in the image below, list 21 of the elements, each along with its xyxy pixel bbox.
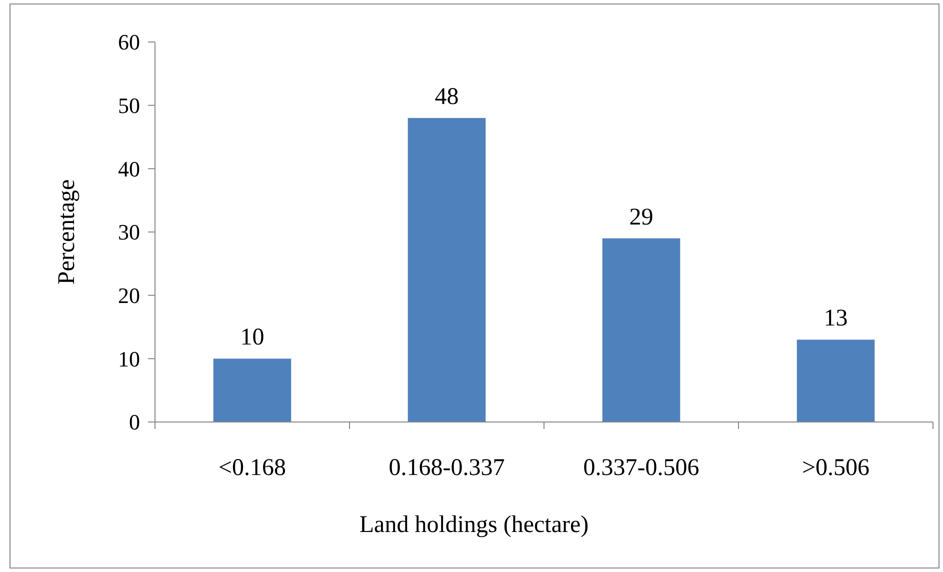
x-tick-label: 0.168-0.337	[388, 455, 505, 481]
bar	[602, 238, 680, 422]
x-tick-label: 0.337-0.506	[583, 455, 700, 481]
y-tick-label: 30	[118, 220, 140, 245]
x-tick-label: >0.506	[802, 455, 870, 481]
bar	[213, 358, 292, 422]
x-tick-label: <0.168	[218, 455, 286, 481]
data-label: 29	[629, 204, 654, 230]
data-label: 10	[240, 324, 264, 351]
x-axis-title: Land holdings (hectare)	[359, 512, 589, 538]
y-axis-title: Percentage	[54, 179, 80, 285]
bar	[796, 340, 875, 422]
data-label: 48	[434, 84, 459, 110]
y-tick-label: 0	[129, 410, 140, 435]
y-tick-label: 40	[118, 156, 140, 182]
bar	[408, 118, 486, 422]
y-tick-label: 10	[118, 346, 140, 372]
y-tick-label: 20	[118, 283, 140, 308]
y-tick-label: 50	[118, 93, 140, 118]
y-tick-label: 60	[118, 30, 140, 55]
data-label: 13	[824, 306, 848, 332]
